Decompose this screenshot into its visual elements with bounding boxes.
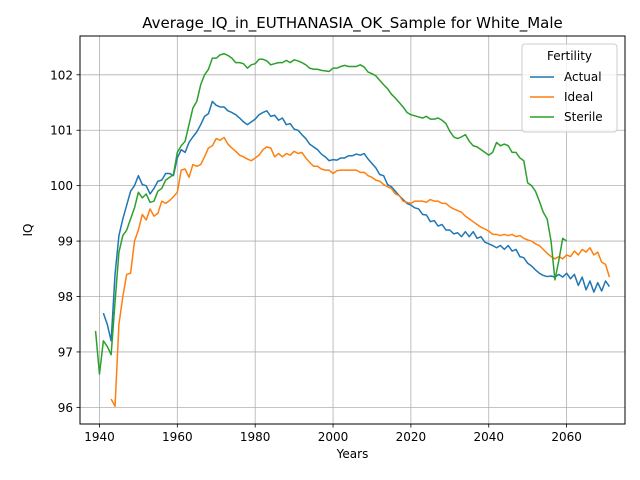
x-tick-label: 1960 [162, 430, 193, 444]
y-tick-label: 99 [58, 235, 73, 249]
y-tick-label: 100 [50, 179, 73, 193]
x-tick-label: 2000 [318, 430, 349, 444]
plot-frame [79, 35, 626, 425]
y-tick-label: 96 [58, 401, 73, 415]
x-axis-label: Years [336, 447, 369, 461]
chart-title: Average_IQ_in_EUTHANASIA_OK_Sample for W… [142, 14, 563, 33]
y-tick-label: 101 [50, 124, 73, 138]
series-line-sterile [94, 52, 568, 375]
x-tick-label: 2060 [551, 430, 582, 444]
legend-title: Fertility [547, 49, 592, 63]
grid [80, 36, 625, 424]
y-tick-label: 102 [50, 68, 73, 82]
legend-label-ideal: Ideal [564, 90, 593, 104]
x-tick-label: 1940 [84, 430, 115, 444]
x-tick-label: 1980 [240, 430, 271, 444]
y-tick-label: 97 [58, 345, 73, 359]
series-line-ideal [110, 136, 611, 408]
x-axis-ticks: 1940 1960 1980 2000 2020 2040 2060 [84, 424, 582, 444]
y-axis-label: IQ [21, 224, 35, 237]
legend-box [521, 43, 618, 133]
series-lines [94, 52, 611, 408]
legend: Fertility Actual Ideal Sterile [521, 43, 618, 133]
y-tick-label: 98 [58, 290, 73, 304]
legend-items: Actual Ideal Sterile [530, 70, 603, 124]
y-axis-ticks: 96 97 98 99 100 101 102 [50, 68, 80, 415]
legend-label-actual: Actual [564, 70, 602, 84]
x-tick-label: 2040 [473, 430, 504, 444]
x-tick-label: 2020 [396, 430, 427, 444]
series-line-actual [102, 100, 611, 342]
legend-label-sterile: Sterile [564, 110, 603, 124]
